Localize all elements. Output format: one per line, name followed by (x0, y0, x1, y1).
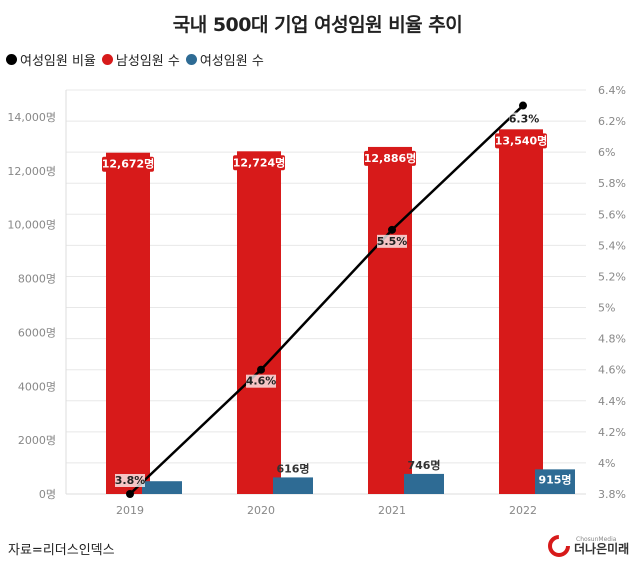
left-axis-tick-label: 14,000명 (7, 111, 56, 124)
brand-logo: ChosunMedia 더나은미래 (548, 535, 629, 557)
female-bar (273, 477, 313, 494)
right-axis-tick-label: 4.8% (598, 333, 626, 346)
male-bar (106, 152, 150, 494)
female-bar (142, 481, 182, 494)
x-axis-tick-label: 2020 (247, 504, 275, 517)
right-axis-tick-label: 6% (598, 146, 615, 159)
right-axis-tick-label: 3.8% (598, 488, 626, 501)
ratio-label: 5.5% (377, 235, 408, 248)
chart-plot: 3.8% 4% 4.2% 4.4% 4.6% 4.8% 5% 5.2% 5.4% 5.6% 5.8%… (7, 84, 626, 517)
ratio-label: 3.8% (115, 474, 146, 487)
male-bar-label-bg (233, 155, 285, 171)
legend-swatch-female (185, 54, 197, 65)
right-axis-tick-label: 6.2% (598, 115, 626, 128)
male-bar-label: 12,672명 (102, 157, 155, 171)
right-axis-tick-label: 5.6% (598, 208, 626, 221)
male-bar (499, 129, 543, 494)
logo-small-text: ChosunMedia (576, 536, 617, 543)
male-bar-label-bg (495, 133, 547, 149)
chart-title: 국내 500대 기업 여성임원 비율 추이 (172, 14, 463, 36)
female-bar-label: 746명 (407, 458, 440, 472)
ratio-label-bg (377, 234, 407, 248)
ratio-point (257, 365, 265, 374)
male-bar-label: 13,540명 (495, 133, 548, 147)
right-axis-tick-label: 5.2% (598, 270, 626, 283)
left-axis-tick-label: 6000명 (18, 326, 56, 339)
legend-item-male: 남성임원 수 (101, 50, 180, 69)
female-bar (404, 473, 444, 494)
female-bar-label: 915명 (538, 472, 571, 486)
legend-item-female: 여성임원 수 (185, 50, 264, 69)
male-bar-label-bg (364, 150, 416, 166)
logo-main-text: 더나은미래 (574, 542, 630, 556)
right-axis-tick-label: 5.4% (598, 239, 626, 252)
legend-swatch-ratio (6, 54, 17, 65)
ratio-point (126, 490, 134, 498)
logo-icon (548, 535, 570, 557)
x-axis-tick-label: 2022 (509, 504, 537, 517)
male-bar (368, 146, 412, 494)
x-axis-tick-label: 2019 (116, 504, 144, 517)
male-bar-label: 12,724명 (233, 155, 286, 169)
x-axis-tick-label: 2021 (378, 504, 406, 517)
left-axis-tick-label: 4000명 (18, 380, 56, 393)
male-bar-label: 12,886명 (364, 151, 417, 165)
left-axis-tick-label: 0명 (39, 488, 56, 501)
male-bar (237, 151, 281, 494)
right-axis-tick-label: 5.8% (598, 177, 626, 190)
right-axis-tick-label: 4.4% (598, 395, 626, 408)
left-axis-tick-label: 10,000명 (7, 219, 56, 232)
ratio-point (388, 225, 396, 234)
right-axis-tick-label: 6.4% (598, 84, 626, 97)
ratio-point (519, 101, 527, 110)
male-bar-label-bg (102, 156, 154, 172)
legend-item-ratio: 여성임원 비율 (6, 50, 96, 69)
right-axis-tick-label: 4.6% (598, 364, 626, 377)
left-axis-tick-label: 12,000명 (7, 165, 56, 178)
source-note: 자료=리더스인덱스 (8, 543, 115, 558)
right-axis-tick-label: 4% (598, 457, 615, 470)
legend-label-ratio: 여성임원 비율 (20, 54, 96, 69)
right-axis-tick-label: 5% (598, 302, 615, 315)
legend-label-female: 여성임원 수 (199, 54, 264, 69)
ratio-label-bg (509, 112, 539, 126)
legend: 여성임원 비율 남성임원 수 여성임원 수 (6, 50, 270, 69)
ratio-label: 4.6% (246, 375, 277, 388)
legend-swatch-male (101, 54, 113, 65)
ratio-label-bg (115, 474, 145, 487)
ratio-label: 6.3% (509, 113, 540, 126)
ratio-line (129, 104, 524, 495)
female-bar-label: 616명 (276, 461, 309, 475)
left-axis-tick-label: 2000명 (18, 434, 56, 447)
right-axis-tick-label: 4.2% (598, 426, 626, 439)
left-axis-tick-label: 8000명 (18, 273, 56, 286)
ratio-label-bg (246, 374, 276, 388)
female-bar (535, 469, 575, 494)
legend-label-male: 남성임원 수 (115, 54, 180, 69)
